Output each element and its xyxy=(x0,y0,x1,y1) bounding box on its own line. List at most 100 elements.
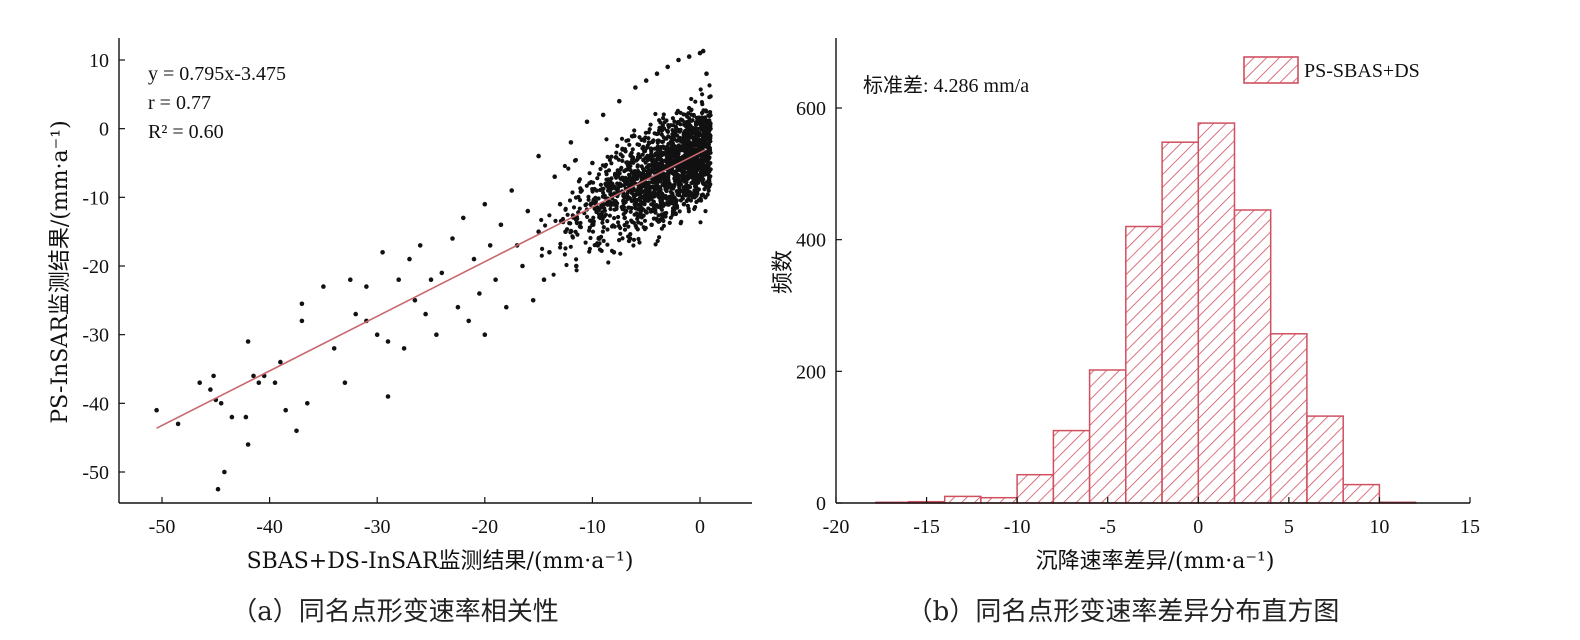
scatter-point xyxy=(612,224,617,229)
scatter-point xyxy=(251,373,256,379)
scatter-point xyxy=(622,215,627,221)
scatter-point xyxy=(584,119,590,125)
scatter-point xyxy=(633,206,638,211)
scatter-point xyxy=(540,246,545,251)
scatter-x-tick-label: 0 xyxy=(695,516,705,538)
scatter-point xyxy=(658,197,663,202)
scatter-x-tick-label: -50 xyxy=(149,516,176,538)
scatter-point xyxy=(665,158,670,163)
scatter-point xyxy=(675,150,680,156)
scatter-point xyxy=(604,183,609,188)
scatter-point xyxy=(643,78,649,83)
scatter-point xyxy=(700,92,705,97)
scatter-point xyxy=(655,185,661,190)
scatter-point xyxy=(578,220,583,226)
scatter-point xyxy=(215,486,221,492)
scatter-point xyxy=(702,144,708,149)
scatter-point xyxy=(607,178,613,183)
scatter-point xyxy=(272,380,278,386)
scatter-point xyxy=(658,201,664,207)
scatter-point xyxy=(673,124,679,129)
scatter-point xyxy=(380,250,385,255)
scatter-point xyxy=(635,142,640,147)
scatter-point xyxy=(595,176,600,181)
scatter-point xyxy=(643,130,649,135)
scatter-point xyxy=(407,256,412,262)
scatter-point xyxy=(659,132,664,137)
scatter-point xyxy=(396,277,402,283)
scatter-point xyxy=(621,198,626,203)
scatter-point xyxy=(208,387,213,392)
scatter-point xyxy=(245,442,251,447)
scatter-point xyxy=(680,194,685,199)
scatter-point xyxy=(639,186,644,191)
scatter-point xyxy=(601,225,606,230)
scatter-point xyxy=(625,182,630,187)
scatter-point xyxy=(616,183,621,188)
scatter-point xyxy=(539,253,544,258)
scatter-point xyxy=(687,105,692,111)
scatter-point xyxy=(558,241,563,246)
scatter-point xyxy=(565,212,570,217)
scatter-point xyxy=(243,414,249,420)
scatter-point xyxy=(299,318,305,324)
scatter-point xyxy=(677,191,682,197)
scatter-point xyxy=(606,260,611,265)
scatter-point xyxy=(654,203,659,208)
scatter-point xyxy=(642,195,647,200)
scatter-point xyxy=(597,247,603,252)
scatter-point xyxy=(684,175,690,180)
legend-label: PS-SBAS+DS xyxy=(1304,60,1420,82)
scatter-point xyxy=(631,220,637,225)
scatter-point xyxy=(670,152,675,157)
scatter-point xyxy=(569,229,574,234)
scatter-point xyxy=(708,161,713,166)
scatter-point xyxy=(700,178,705,183)
scatter-point xyxy=(283,407,289,413)
scatter-point xyxy=(630,134,635,139)
scatter-point xyxy=(696,139,702,144)
scatter-point xyxy=(689,162,694,167)
scatter-point xyxy=(627,238,632,244)
scatter-point xyxy=(699,164,704,169)
scatter-point xyxy=(576,179,582,184)
scatter-point xyxy=(650,139,655,144)
scatter-point xyxy=(321,284,326,289)
scatter-point xyxy=(553,218,558,223)
scatter-point xyxy=(591,215,596,220)
scatter-point xyxy=(612,184,617,189)
scatter-point xyxy=(609,248,615,253)
scatter-point xyxy=(705,150,710,155)
scatter-point xyxy=(656,138,661,143)
scatter-point xyxy=(707,95,712,100)
scatter-x-tick-label: -40 xyxy=(256,516,283,538)
scatter-point xyxy=(692,190,697,195)
histogram-annotation-std: 标准差: 4.286 mm/a xyxy=(863,74,1029,97)
scatter-point xyxy=(632,128,637,133)
scatter-point xyxy=(704,71,709,76)
scatter-point xyxy=(662,126,667,131)
scatter-point xyxy=(659,207,665,212)
scatter-point xyxy=(679,167,684,173)
scatter-point xyxy=(708,182,713,187)
scatter-point xyxy=(618,167,623,172)
scatter-point xyxy=(684,151,690,157)
scatter-point xyxy=(620,154,625,159)
scatter-point xyxy=(704,137,709,143)
scatter-point xyxy=(698,196,703,201)
scatter-point xyxy=(625,190,630,196)
scatter-point xyxy=(626,172,632,177)
histogram-x-tick-label: -15 xyxy=(913,516,940,538)
scatter-point xyxy=(588,235,593,241)
scatter-point xyxy=(601,186,606,191)
scatter-point xyxy=(602,195,608,200)
scatter-x-axis-label: SBAS+DS-InSAR监测结果/(mm·a⁻¹) xyxy=(247,549,634,574)
scatter-point xyxy=(539,217,544,223)
scatter-y-tick-label: 10 xyxy=(89,50,109,72)
scatter-point xyxy=(687,140,693,145)
scatter-point xyxy=(609,154,614,159)
scatter-point xyxy=(668,215,674,220)
scatter-point xyxy=(638,202,644,207)
scatter-x-tick-label: -20 xyxy=(471,516,498,538)
histogram-x-tick-label: -20 xyxy=(823,516,850,538)
